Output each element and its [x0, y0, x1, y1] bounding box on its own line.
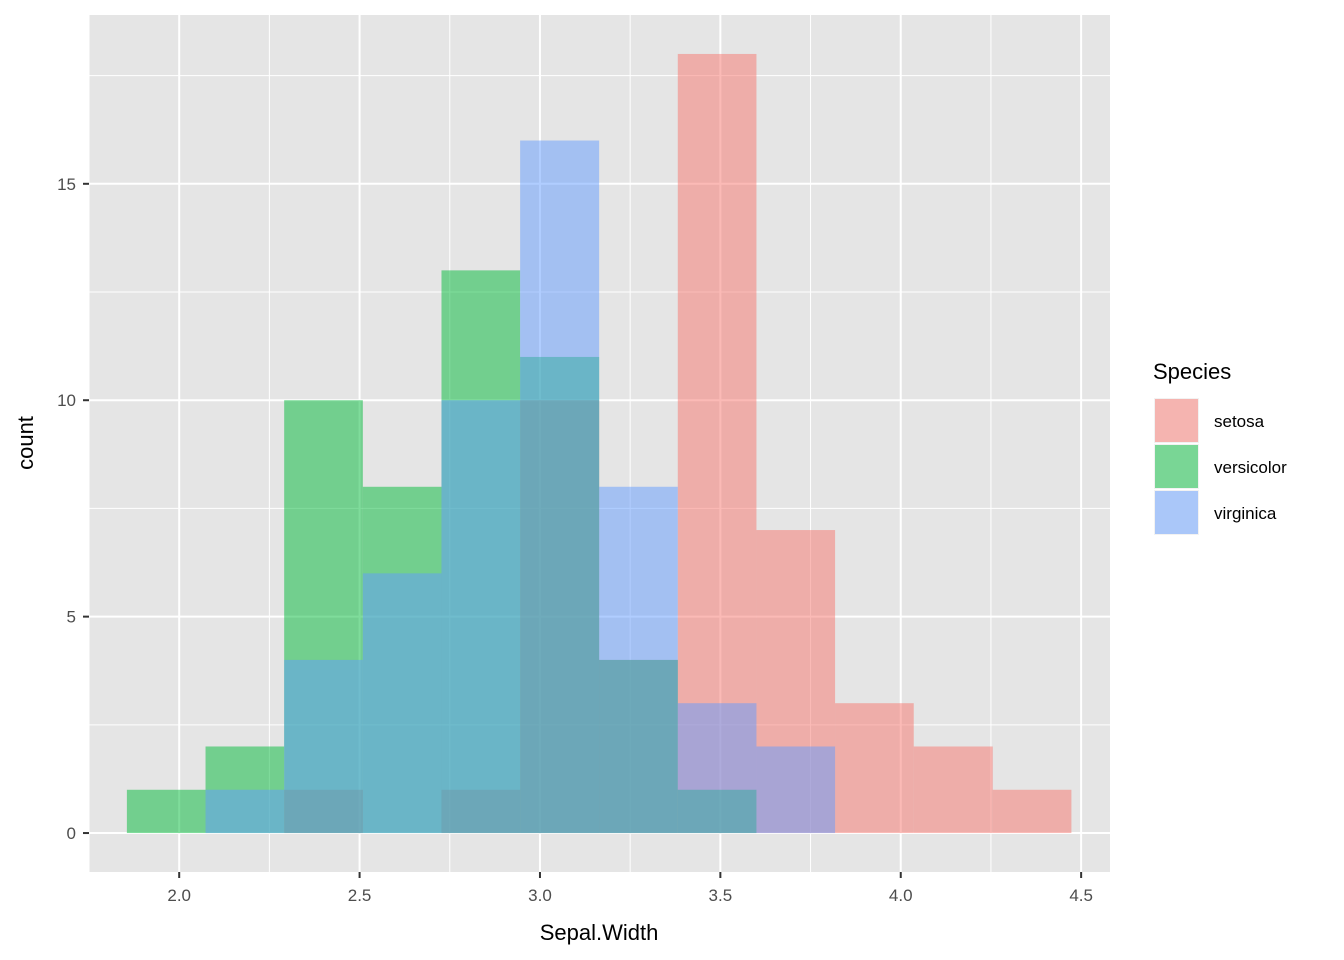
legend-key-versicolor — [1155, 445, 1198, 488]
bar-virginica — [362, 573, 442, 834]
histogram-bars — [126, 53, 1072, 834]
bar-virginica — [677, 703, 757, 834]
bar-setosa — [992, 789, 1072, 834]
x-axis: 2.0 2.5 3.0 3.5 4.0 4.5 — [167, 872, 1093, 905]
bar-setosa — [913, 746, 993, 834]
y-tick-label: 0 — [67, 824, 76, 843]
x-tick-label: 3.5 — [709, 886, 733, 905]
x-tick-label: 3.0 — [528, 886, 552, 905]
legend-item-virginica: virginica — [1154, 490, 1277, 535]
bar-virginica — [599, 486, 678, 834]
legend-item-versicolor: versicolor — [1154, 444, 1287, 489]
bar-setosa — [835, 703, 914, 834]
x-tick-label: 2.0 — [167, 886, 191, 905]
x-tick-label: 2.5 — [348, 886, 372, 905]
y-tick-label: 10 — [57, 391, 76, 410]
series-virginica — [205, 140, 836, 834]
bar-versicolor — [126, 789, 206, 834]
legend-key-setosa — [1155, 399, 1198, 442]
x-axis-title: Sepal.Width — [540, 920, 659, 945]
legend-label-virginica: virginica — [1214, 504, 1277, 523]
y-axis: 0 5 10 15 — [57, 175, 89, 843]
bar-virginica — [205, 789, 285, 834]
legend-title: Species — [1153, 359, 1231, 384]
legend-item-setosa: setosa — [1154, 398, 1265, 443]
legend-label-setosa: setosa — [1214, 412, 1265, 431]
x-tick-label: 4.5 — [1069, 886, 1093, 905]
legend-label-versicolor: versicolor — [1214, 458, 1287, 477]
legend-key-virginica — [1155, 491, 1198, 534]
x-tick-label: 4.0 — [889, 886, 913, 905]
bar-virginica — [756, 746, 836, 834]
bar-virginica — [520, 140, 600, 834]
legend: Species setosa versicolor virginica — [1153, 359, 1287, 535]
bar-virginica — [284, 659, 363, 834]
y-axis-title: count — [13, 416, 38, 470]
bar-virginica — [441, 400, 521, 834]
y-tick-label: 5 — [67, 608, 76, 627]
y-tick-label: 15 — [57, 175, 76, 194]
